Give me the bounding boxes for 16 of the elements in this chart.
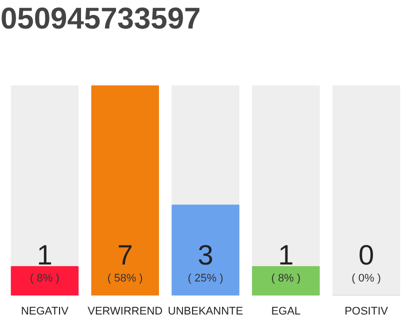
data-label: ( 58% ) [107,272,143,284]
annotation: 0 [358,240,374,270]
annotation: 1 [278,240,294,270]
data-label: ( 8% ) [271,272,301,284]
x-tick-label: VERWIRREND [88,306,163,318]
x-tick-label: UNBEKANNTE [168,306,244,318]
data-label: ( 25% ) [188,272,224,284]
annotation: 1 [36,240,53,270]
annotation: 3 [198,240,214,270]
x-tick-label: NEGATIV [20,306,70,318]
chart-title: 050945733597 [0,2,201,36]
annotation: 7 [117,240,133,270]
data-label: ( 8% ) [30,272,60,284]
x-tick-label: POSITIV [344,306,389,318]
x-tick-label: EGAL [271,306,301,318]
data-label: ( 0% ) [352,272,381,284]
